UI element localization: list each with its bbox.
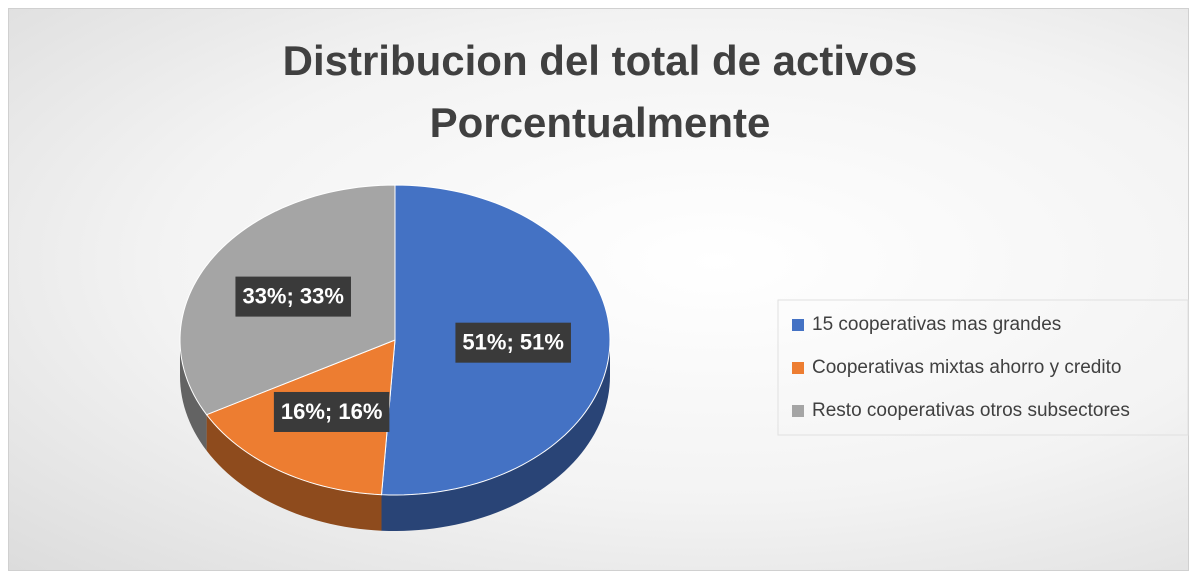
- legend-swatch: [792, 362, 804, 374]
- legend-swatch: [792, 405, 804, 417]
- legend-box: [777, 299, 1189, 436]
- chart-title: Distribucion del total de activos Porcen…: [282, 37, 918, 146]
- data-label-box: [235, 276, 351, 317]
- legend-label: Cooperativas mixtas ahorro y credito: [812, 357, 1121, 378]
- legend-label: Resto cooperativas otros subsectores: [812, 400, 1130, 421]
- data-label: 33%; 33%: [242, 283, 344, 308]
- data-label-box: [273, 391, 390, 432]
- slice-side: [206, 414, 382, 531]
- slice-side: [180, 340, 207, 451]
- legend-swatch: [792, 319, 804, 331]
- legend-label: 15 cooperativas mas grandes: [812, 314, 1061, 335]
- data-label: 51%; 51%: [462, 329, 564, 354]
- data-label: 16%; 16%: [281, 399, 383, 424]
- data-label-box: [455, 322, 571, 363]
- slice-side: [381, 340, 610, 531]
